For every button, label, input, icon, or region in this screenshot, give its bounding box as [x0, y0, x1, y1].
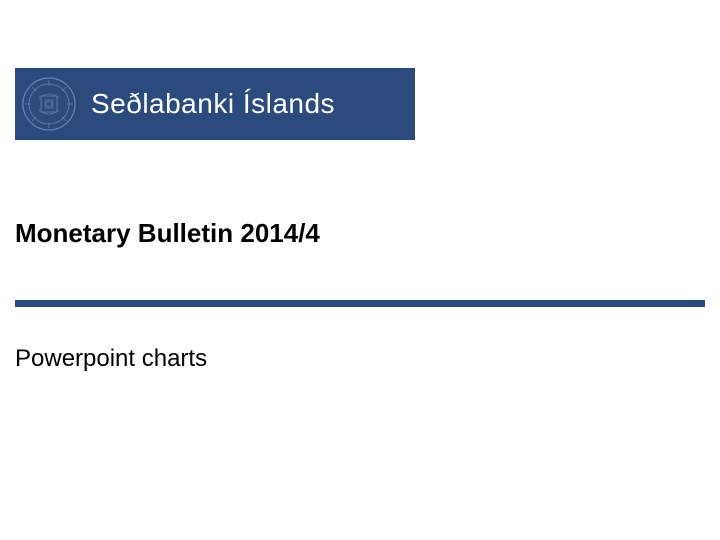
header-band: Seðlabanki Íslands: [15, 68, 415, 140]
institution-name: Seðlabanki Íslands: [83, 88, 335, 120]
horizontal-divider: [15, 300, 705, 307]
institution-seal-icon: [21, 76, 77, 132]
logo-container: [15, 68, 83, 140]
document-title: Monetary Bulletin 2014/4: [15, 218, 320, 249]
document-subtitle: Powerpoint charts: [15, 345, 207, 373]
